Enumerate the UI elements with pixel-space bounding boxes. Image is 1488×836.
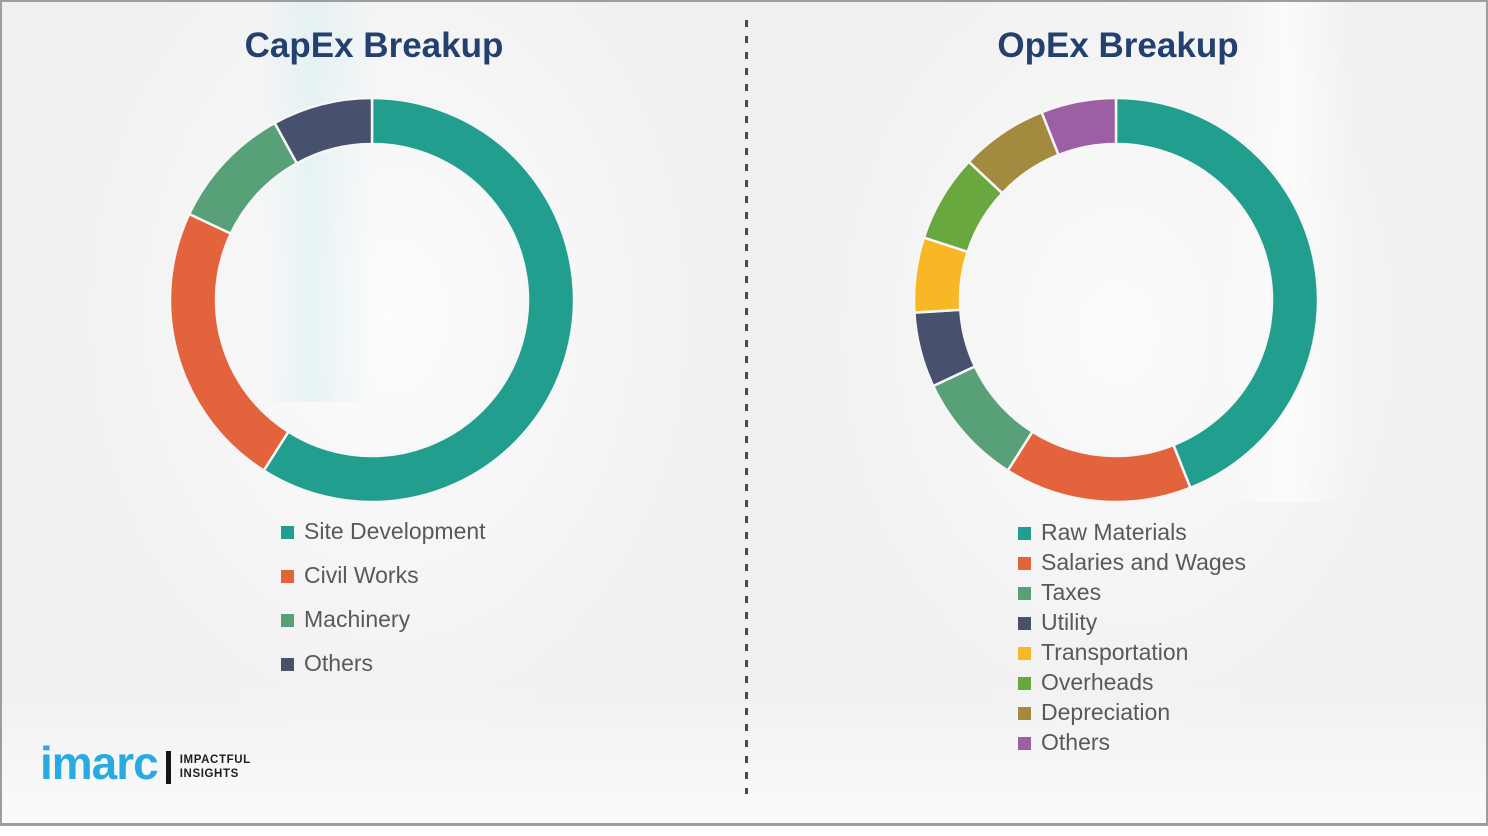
legend-item-others: Others [281,641,486,685]
legend-swatch-transportation [1018,646,1031,660]
legend-item-salaries-and-wages: Salaries and Wages [1018,547,1246,577]
legend-swatch-others [281,657,294,671]
donut-segment-others [272,97,374,165]
donut-segment-salaries-and-wages [1006,429,1192,503]
logo-tagline-line2: INSIGHTS [179,767,239,780]
legend-item-raw-materials: Raw Materials [1018,517,1246,547]
donut-segment-taxes [931,364,1035,473]
legend-label: Transportation [1041,638,1189,665]
legend-item-transportation: Transportation [1018,637,1246,667]
legend-label: Depreciation [1041,698,1171,725]
donut-segment-others [1040,97,1118,157]
legend-item-civil-works: Civil Works [281,553,486,597]
legend-label: Site Development [304,517,486,544]
legend-item-machinery: Machinery [281,597,486,641]
legend-swatch-taxes [1018,586,1031,600]
legend-swatch-overheads [1018,676,1031,690]
donut-segment-civil-works [169,212,291,473]
logo-tagline-line1: IMPACTFUL [179,754,251,766]
donut-segment-machinery [187,121,299,236]
legend-swatch-raw-materials [1018,526,1031,540]
legend-swatch-civil-works [281,569,294,583]
legend-item-depreciation: Depreciation [1018,697,1246,727]
donut-segment-raw-materials [1114,97,1319,490]
legend-swatch-machinery [281,613,294,627]
legend-label: Machinery [304,605,411,632]
legend-label: Civil Works [304,561,419,588]
legend-item-overheads: Overheads [1018,667,1246,697]
capex-donut-chart [169,97,575,503]
legend-label: Overheads [1041,668,1154,695]
legend-label: Salaries and Wages [1041,548,1246,575]
legend-swatch-site-development [281,525,294,539]
legend-label: Taxes [1041,578,1102,605]
logo-divider-bar [165,750,171,784]
legend-item-utility: Utility [1018,607,1246,637]
dashed-divider [745,20,748,794]
legend-item-taxes: Taxes [1018,577,1246,607]
legend-label: Utility [1041,608,1098,635]
imarc-brand-text: imarc [40,737,159,789]
legend-item-others: Others [1018,727,1246,757]
legend-label: Others [1041,728,1111,755]
legend-swatch-depreciation [1018,706,1031,720]
opex-legend: Raw Materials Salaries and Wages Taxes Util… [1018,517,1246,757]
legend-swatch-others [1018,736,1031,750]
legend-item-site-development: Site Development [281,509,486,553]
imarc-logo: imarc IMPACTFUL INSIGHTS [40,738,251,789]
opex-donut-chart [913,97,1319,503]
donut-segment-site-development [262,97,575,503]
legend-swatch-utility [1018,616,1031,630]
legend-label: Others [304,649,374,676]
logo-tagline: IMPACTFUL INSIGHTS [180,754,251,782]
legend-swatch-salaries-and-wages [1018,556,1031,570]
opex-chart-title: OpEx Breakup [997,26,1239,65]
capex-legend: Site Development Civil Works Machinery Othe… [281,509,486,685]
capex-chart-title: CapEx Breakup [244,26,504,65]
legend-label: Raw Materials [1041,518,1187,545]
